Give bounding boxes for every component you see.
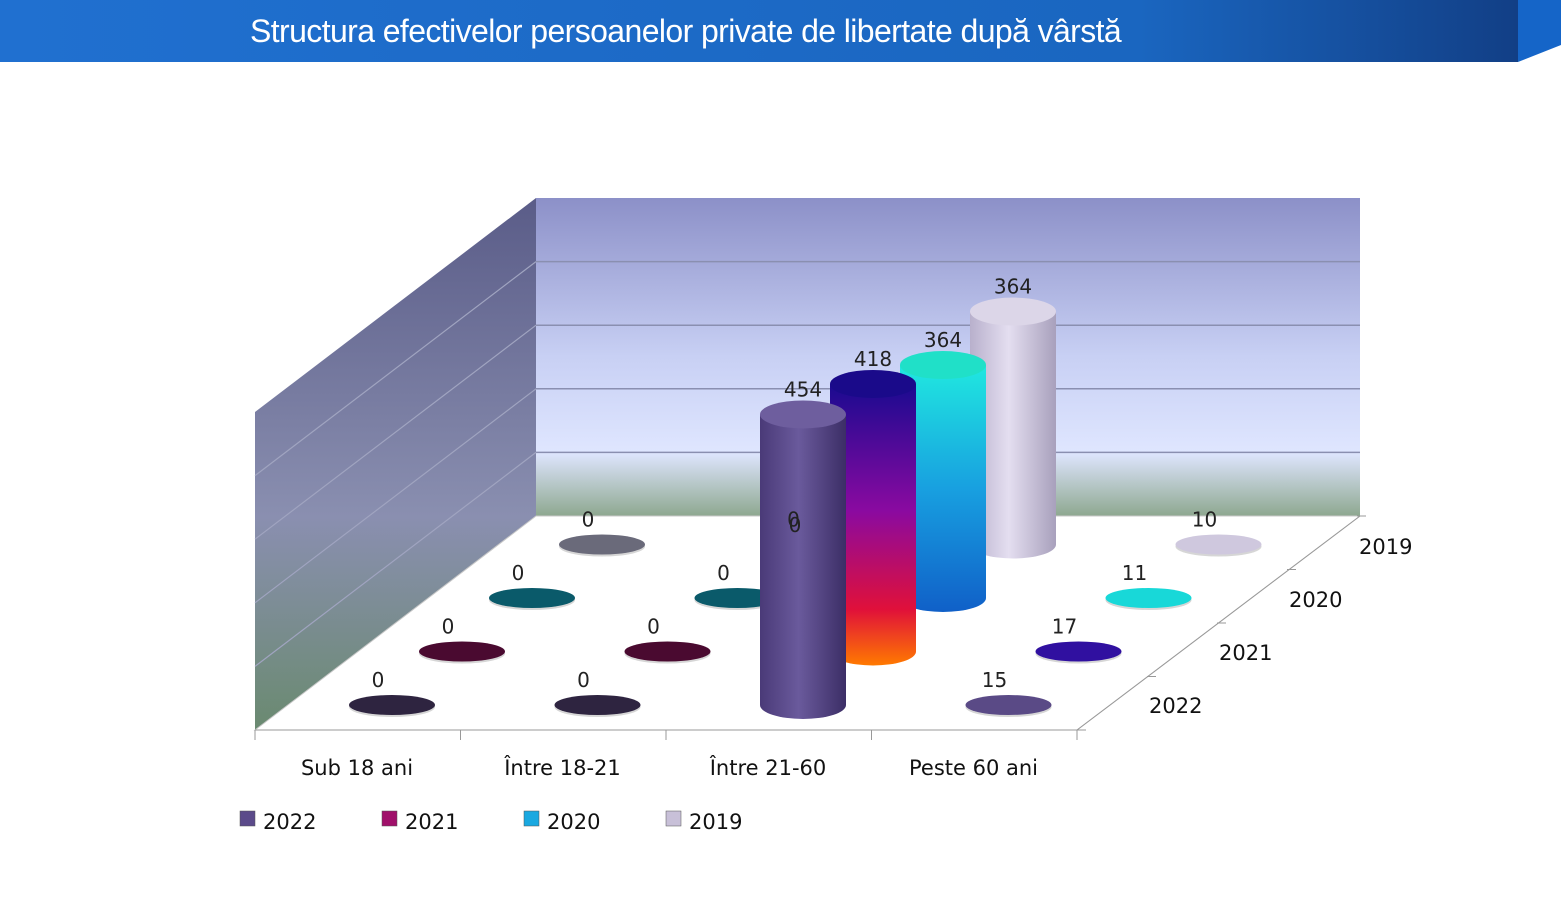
legend-label: 2022 [263,810,316,834]
category-label: Sub 18 ani [301,756,413,780]
data-label: 0 [512,561,525,585]
disc-2022-3 [965,695,1052,715]
depth-labels: 2019 2020 2021 2022 [1149,535,1412,718]
disc-2019-3 [1175,534,1262,555]
bar-top-2019-2 [970,297,1056,326]
data-label: 0 [647,615,660,639]
title-bar-background [0,0,1561,62]
data-label: 17 [1052,615,1077,639]
legend: 2022 2021 2020 2019 [239,810,742,834]
bar-2021-2 [830,383,916,666]
disc-2022-0 [349,695,435,715]
disc-2020-1 [694,588,781,608]
category-label: Între 21-60 [709,755,827,780]
data-label: 0 [787,508,800,532]
legend-label: 2019 [689,810,742,834]
data-label: 0 [582,508,595,532]
chart-side-wall [255,198,536,730]
data-label: 454 [784,377,822,401]
data-label: 0 [442,615,455,639]
category-label: Între 18-21 [503,755,621,780]
bar-2022-2 [760,414,846,719]
legend-swatch [239,810,256,827]
category-label: Peste 60 ani [909,756,1038,780]
data-label: 11 [1122,561,1147,585]
disc-2020-0 [489,588,575,608]
data-label: 364 [994,275,1032,299]
data-label: 10 [1192,508,1217,532]
legend-label: 2020 [547,810,600,834]
legend-swatch [523,810,540,827]
disc-2021-1 [624,641,711,662]
depth-label: 2021 [1219,641,1272,665]
disc-2022-1 [554,695,641,715]
legend-label: 2021 [405,810,458,834]
data-label: 15 [982,668,1007,692]
axes [254,515,1366,740]
gridline [254,451,537,667]
depth-label: 2020 [1289,588,1342,612]
disc-2021-0 [419,641,505,662]
data-label: 0 [789,513,802,537]
disc-2021-3 [1035,641,1122,662]
data-label: 418 [854,347,892,371]
bar-2020-2 [900,365,986,612]
bar-top-2021-2 [830,369,916,398]
bar-top-2020-2 [900,351,986,380]
data-label: 364 [924,328,962,352]
data-label: 0 [577,668,590,692]
legend-swatch [665,810,682,827]
disc-2020-3 [1105,588,1192,608]
bar-top-2022-2 [760,400,846,429]
depth-label: 2022 [1149,694,1202,718]
gridline [254,388,537,604]
disc-2019-0 [559,534,645,555]
depth-label: 2019 [1359,535,1412,559]
data-label: 0 [372,668,385,692]
category-labels: Sub 18 ani Între 18-21 Între 21-60 Peste 60… [301,755,1038,780]
legend-swatch [381,810,398,827]
data-label: 0 [717,561,730,585]
page-title: Structura efectivelor persoanelor privat… [250,13,1122,49]
gridline [254,324,537,540]
title-bar: Structura efectivelor persoanelor privat… [0,0,1561,62]
bars [349,297,1262,719]
bar-2019-2 [970,311,1056,559]
gridline [254,261,537,477]
